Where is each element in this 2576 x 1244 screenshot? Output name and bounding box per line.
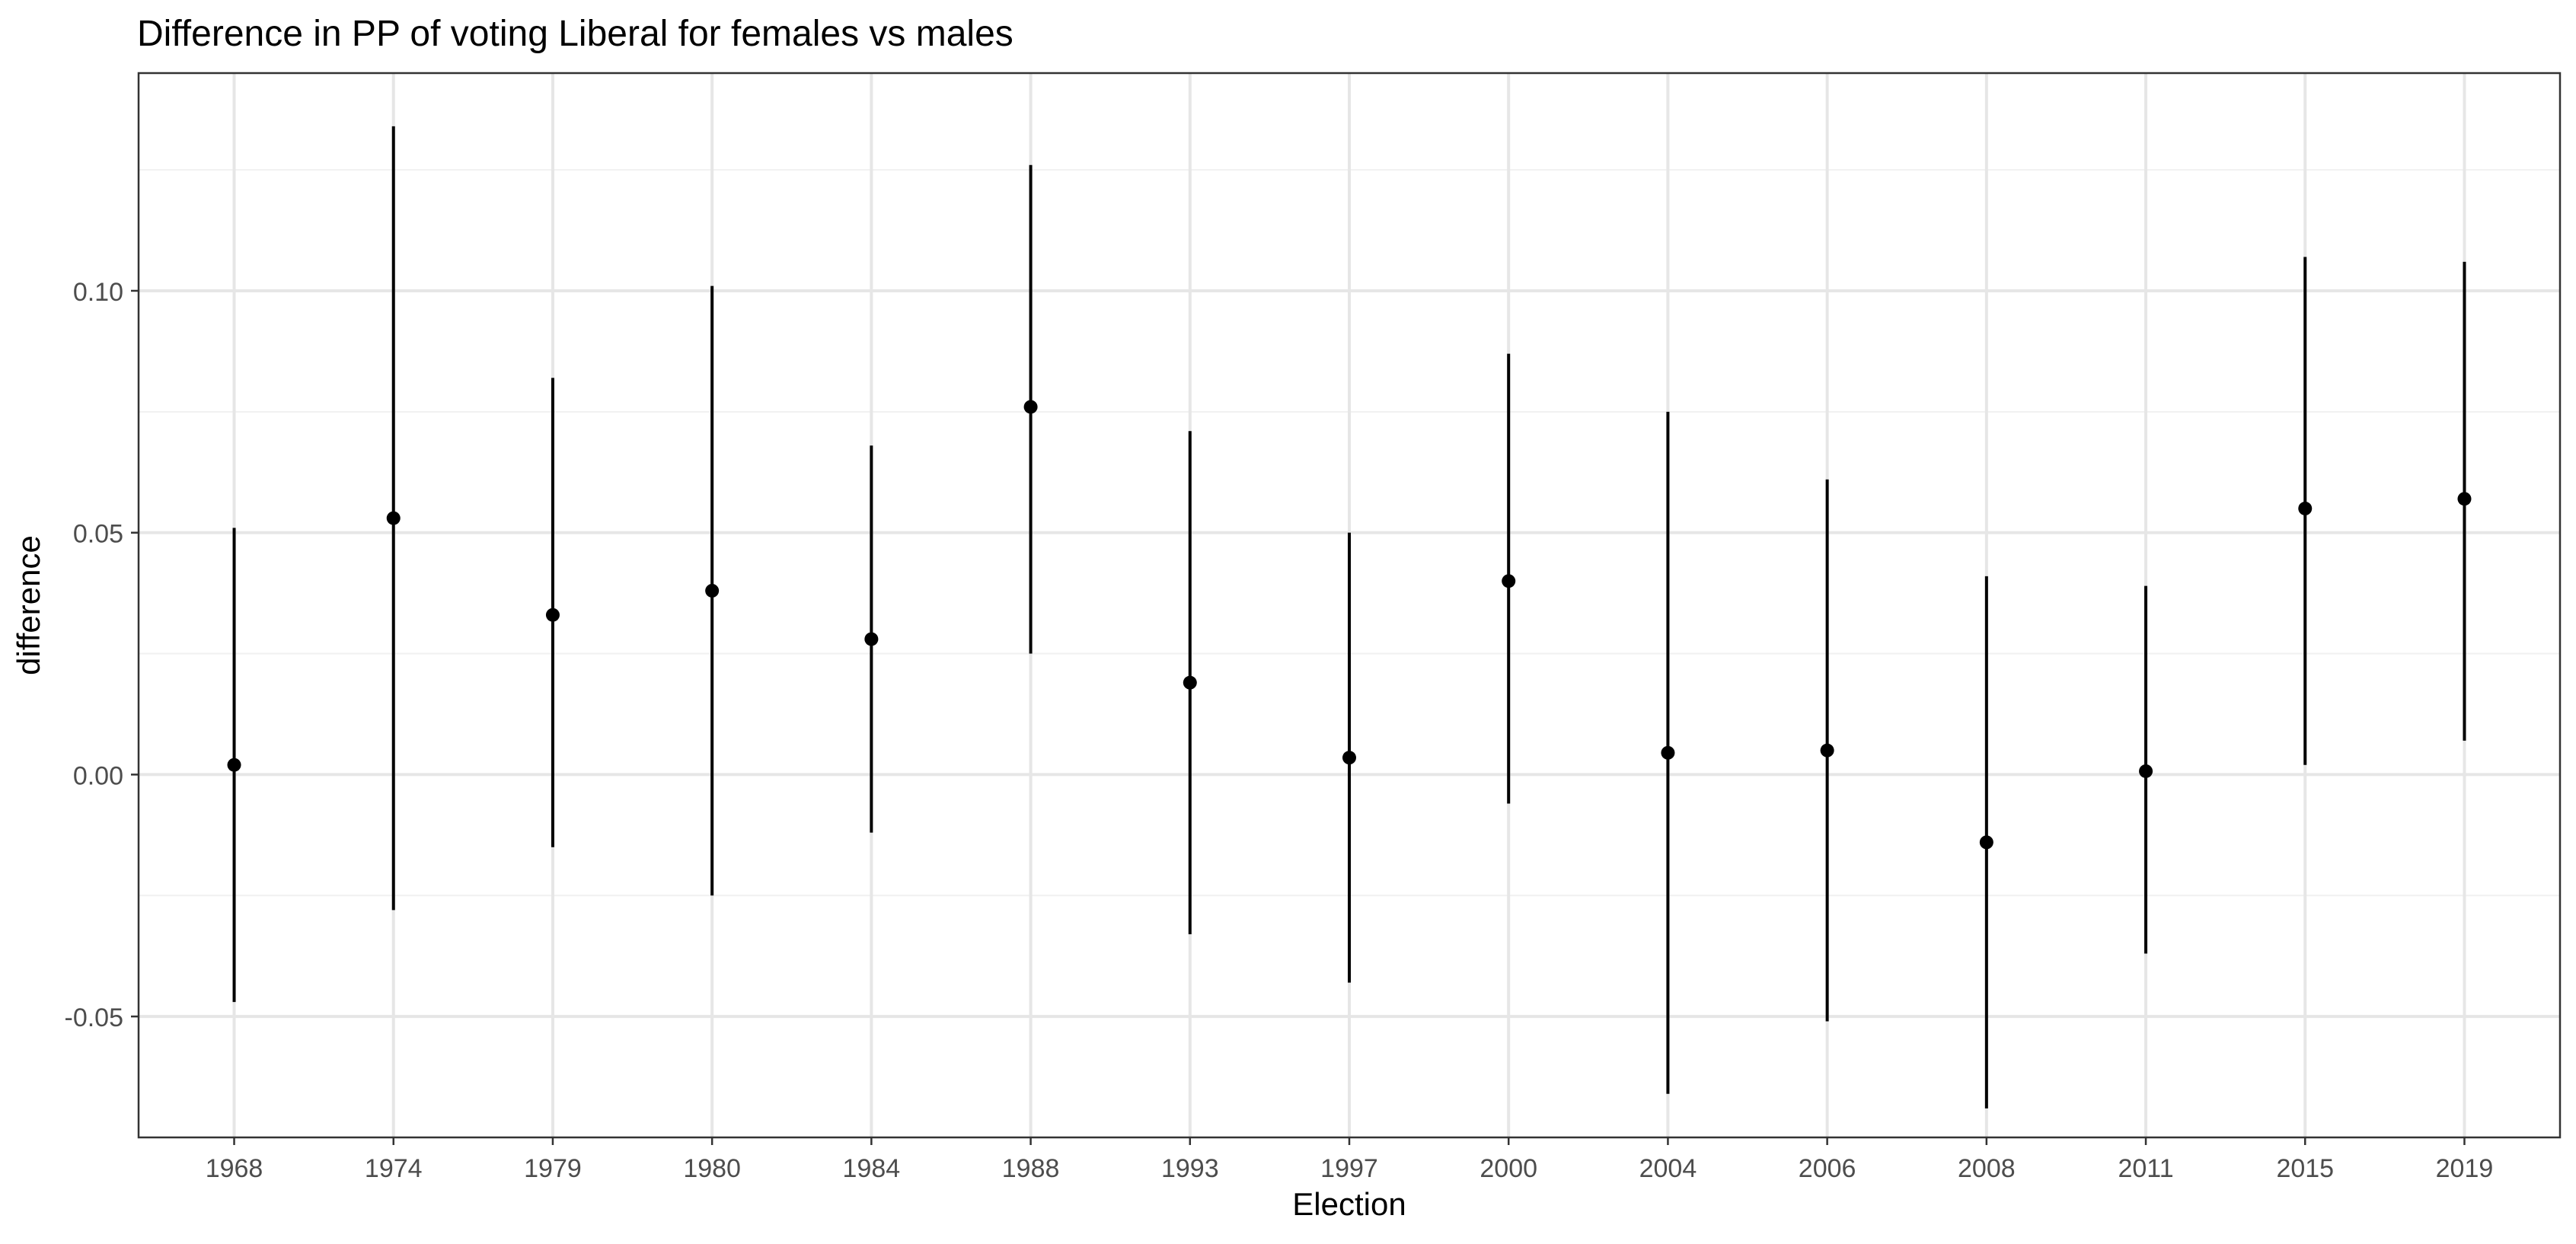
point-1993: [1183, 675, 1197, 690]
y-axis-title: difference: [11, 535, 46, 675]
x-tick-label: 1984: [843, 1154, 901, 1183]
y-tick-label: 0.05: [73, 520, 123, 549]
y-tick-label: 0.00: [73, 761, 123, 790]
point-2004: [1661, 745, 1675, 760]
point-2011: [2139, 764, 2153, 778]
x-tick-label: 2011: [2118, 1154, 2173, 1183]
y-tick-label: 0.10: [73, 278, 123, 307]
x-axis-title: Election: [1292, 1186, 1406, 1222]
point-2008: [1979, 835, 1993, 850]
point-1968: [227, 758, 241, 772]
point-1997: [1342, 751, 1356, 765]
x-tick-label: 1993: [1161, 1154, 1219, 1183]
x-tick-label: 2008: [1958, 1154, 2016, 1183]
data-marks: [227, 126, 2472, 1108]
point-1980: [705, 583, 720, 598]
point-1979: [545, 608, 560, 622]
x-tick-label: 2000: [1480, 1154, 1537, 1183]
point-1984: [864, 632, 879, 646]
x-tick-label: 2015: [2276, 1154, 2334, 1183]
point-1974: [386, 511, 401, 525]
point-2019: [2457, 492, 2472, 506]
x-tick-label: 2019: [2436, 1154, 2494, 1183]
point-1988: [1023, 400, 1038, 414]
x-tick-label: 1980: [683, 1154, 741, 1183]
x-tick-label: 1968: [206, 1154, 263, 1183]
x-tick-label: 2004: [1639, 1154, 1697, 1183]
x-tick-label: 2006: [1799, 1154, 1856, 1183]
x-tick-label: 1979: [524, 1154, 582, 1183]
point-2006: [1820, 743, 1834, 758]
x-tick-label: 1974: [365, 1154, 423, 1183]
point-2000: [1502, 574, 1516, 589]
point-2015: [2298, 501, 2313, 515]
chart-title: Difference in PP of voting Liberal for f…: [137, 14, 1013, 54]
y-tick-label: -0.05: [65, 1003, 124, 1032]
x-tick-label: 1988: [1002, 1154, 1060, 1183]
x-tick-label: 1997: [1320, 1154, 1378, 1183]
